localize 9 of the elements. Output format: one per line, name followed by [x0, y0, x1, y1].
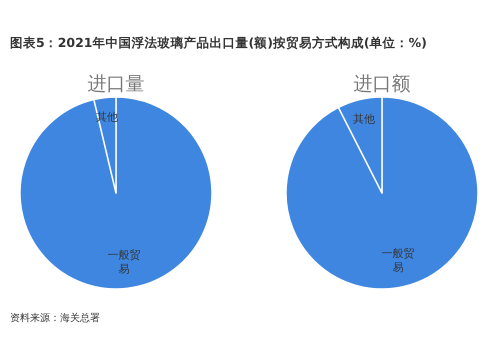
slice-label: 其他 [353, 112, 376, 126]
slice-label: 一般贸易 [108, 248, 141, 276]
pie-slice [19, 96, 213, 290]
chart-title: 进口量 [88, 73, 144, 95]
text: 图表5：2021年中国浮法玻璃产品出口量(额)按贸易方式构成(单位：%) [10, 35, 427, 50]
pie-slice [285, 96, 479, 290]
chart-title: 进口额 [354, 73, 410, 95]
slice-label: 一般贸易 [382, 247, 415, 274]
text: 资料来源：海关总署 [10, 312, 100, 324]
